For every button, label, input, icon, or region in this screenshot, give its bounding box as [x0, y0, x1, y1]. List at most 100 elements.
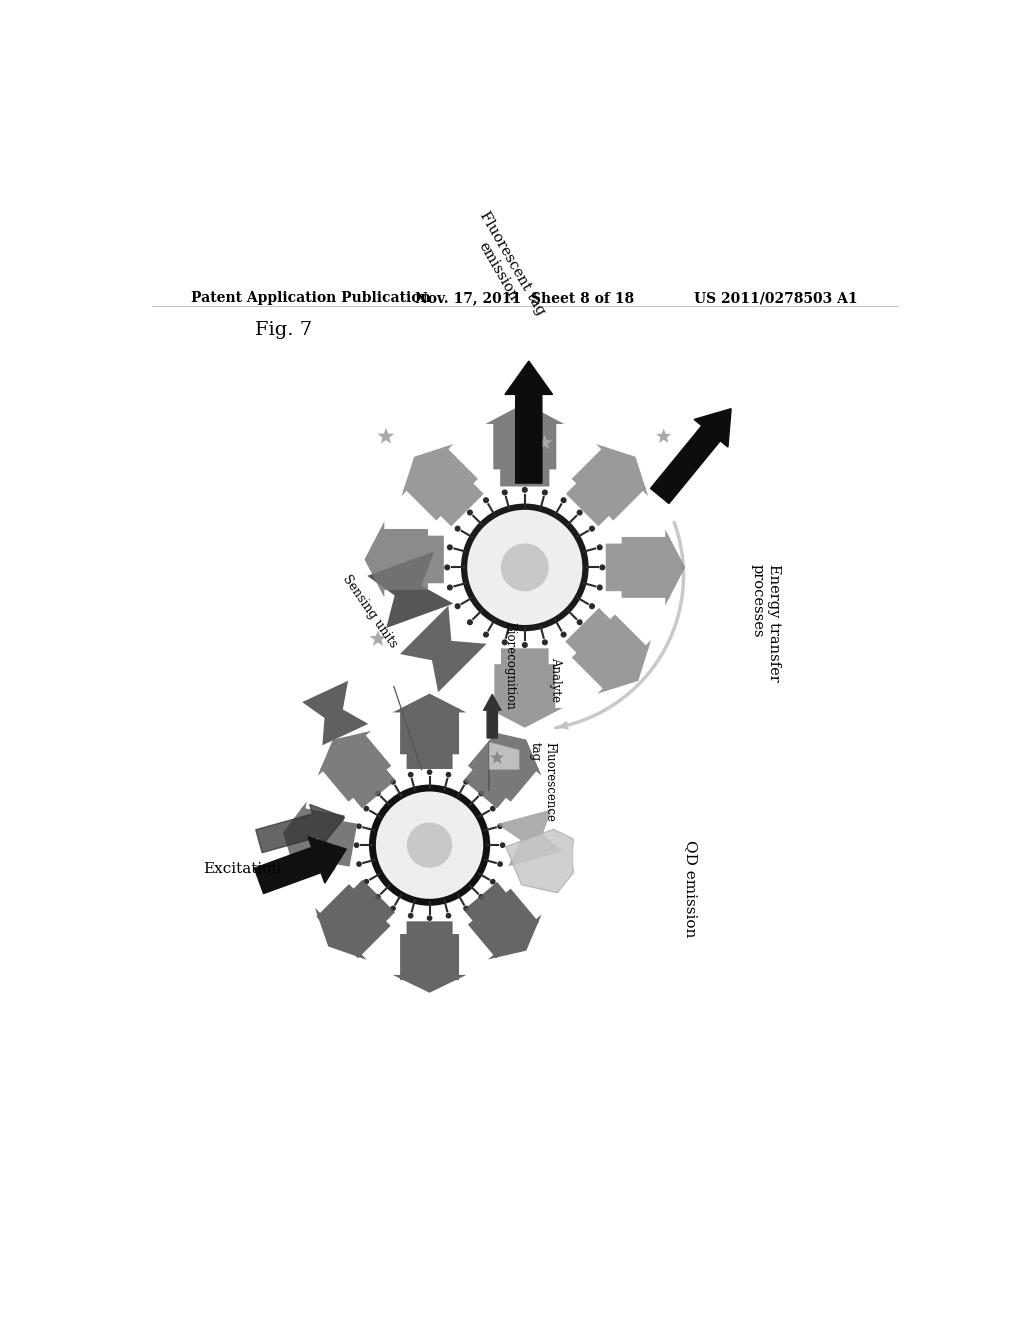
Circle shape	[401, 817, 458, 874]
Polygon shape	[400, 606, 486, 692]
Circle shape	[502, 490, 508, 495]
Circle shape	[388, 804, 471, 886]
Circle shape	[384, 800, 475, 891]
Polygon shape	[656, 429, 671, 444]
Circle shape	[390, 807, 469, 884]
Circle shape	[373, 788, 486, 903]
Circle shape	[410, 825, 450, 865]
Text: QD emission: QD emission	[684, 840, 697, 937]
Circle shape	[501, 544, 549, 591]
Polygon shape	[393, 693, 466, 770]
Polygon shape	[464, 882, 542, 960]
Polygon shape	[464, 731, 542, 808]
Polygon shape	[538, 434, 552, 449]
Text: Energy transfer
processes: Energy transfer processes	[751, 564, 781, 682]
Circle shape	[463, 506, 587, 630]
Circle shape	[589, 525, 595, 532]
Circle shape	[499, 541, 551, 593]
Polygon shape	[573, 845, 593, 867]
Circle shape	[498, 824, 503, 829]
Polygon shape	[317, 731, 395, 808]
Polygon shape	[393, 921, 466, 993]
Polygon shape	[565, 609, 651, 694]
Circle shape	[483, 498, 489, 503]
Circle shape	[467, 619, 473, 626]
Circle shape	[390, 779, 396, 785]
Circle shape	[445, 772, 452, 777]
Text: US 2011/0278503 A1: US 2011/0278503 A1	[694, 292, 858, 305]
Circle shape	[522, 487, 527, 492]
Circle shape	[445, 913, 452, 919]
Circle shape	[427, 770, 432, 775]
Polygon shape	[378, 428, 394, 444]
Polygon shape	[365, 521, 443, 598]
Circle shape	[356, 824, 361, 829]
Circle shape	[362, 779, 497, 912]
Circle shape	[476, 519, 573, 615]
Circle shape	[372, 787, 487, 903]
Polygon shape	[606, 529, 685, 606]
Circle shape	[408, 913, 414, 919]
Circle shape	[504, 546, 546, 589]
Polygon shape	[283, 801, 357, 870]
Circle shape	[468, 510, 582, 624]
Circle shape	[427, 915, 432, 921]
Circle shape	[467, 510, 473, 516]
Circle shape	[455, 525, 461, 532]
Polygon shape	[566, 444, 648, 527]
Circle shape	[478, 894, 484, 900]
Circle shape	[463, 906, 469, 911]
Circle shape	[560, 631, 566, 638]
Circle shape	[392, 808, 467, 882]
Circle shape	[356, 861, 361, 867]
Circle shape	[599, 565, 605, 570]
Circle shape	[483, 525, 566, 609]
Circle shape	[454, 496, 596, 639]
Circle shape	[489, 879, 496, 884]
Text: Fluorescent tag
emission: Fluorescent tag emission	[463, 209, 548, 325]
FancyArrow shape	[650, 409, 731, 503]
Polygon shape	[401, 444, 483, 527]
FancyArrow shape	[505, 362, 553, 483]
Circle shape	[364, 805, 370, 812]
Circle shape	[542, 639, 548, 645]
Circle shape	[463, 779, 469, 785]
Text: Biorecognition: Biorecognition	[504, 623, 516, 710]
Circle shape	[459, 502, 591, 634]
Text: Nov. 17, 2011  Sheet 8 of 18: Nov. 17, 2011 Sheet 8 of 18	[416, 292, 634, 305]
Circle shape	[376, 791, 483, 899]
Polygon shape	[506, 829, 573, 892]
Polygon shape	[497, 809, 563, 866]
Circle shape	[444, 565, 451, 570]
Circle shape	[353, 842, 359, 847]
Circle shape	[502, 639, 508, 645]
Circle shape	[446, 585, 453, 590]
Text: Excitation: Excitation	[204, 862, 282, 876]
Text: Patent Application Publication: Patent Application Publication	[191, 292, 431, 305]
Circle shape	[485, 528, 564, 607]
Circle shape	[390, 906, 396, 911]
Circle shape	[489, 805, 496, 812]
Circle shape	[589, 603, 595, 610]
Circle shape	[464, 507, 586, 628]
Circle shape	[542, 490, 548, 495]
Circle shape	[597, 585, 603, 590]
Circle shape	[368, 783, 492, 908]
FancyArrow shape	[254, 837, 346, 894]
Circle shape	[560, 498, 566, 503]
Circle shape	[407, 822, 453, 867]
Circle shape	[522, 642, 527, 648]
Circle shape	[375, 894, 381, 900]
Circle shape	[483, 631, 489, 638]
Circle shape	[375, 791, 381, 796]
Circle shape	[408, 772, 414, 777]
Circle shape	[446, 544, 453, 550]
Circle shape	[406, 821, 454, 870]
Circle shape	[472, 515, 578, 620]
Circle shape	[364, 879, 370, 884]
Circle shape	[490, 533, 559, 602]
Circle shape	[495, 537, 555, 598]
Circle shape	[577, 510, 583, 516]
Circle shape	[498, 861, 503, 867]
Polygon shape	[486, 648, 563, 727]
